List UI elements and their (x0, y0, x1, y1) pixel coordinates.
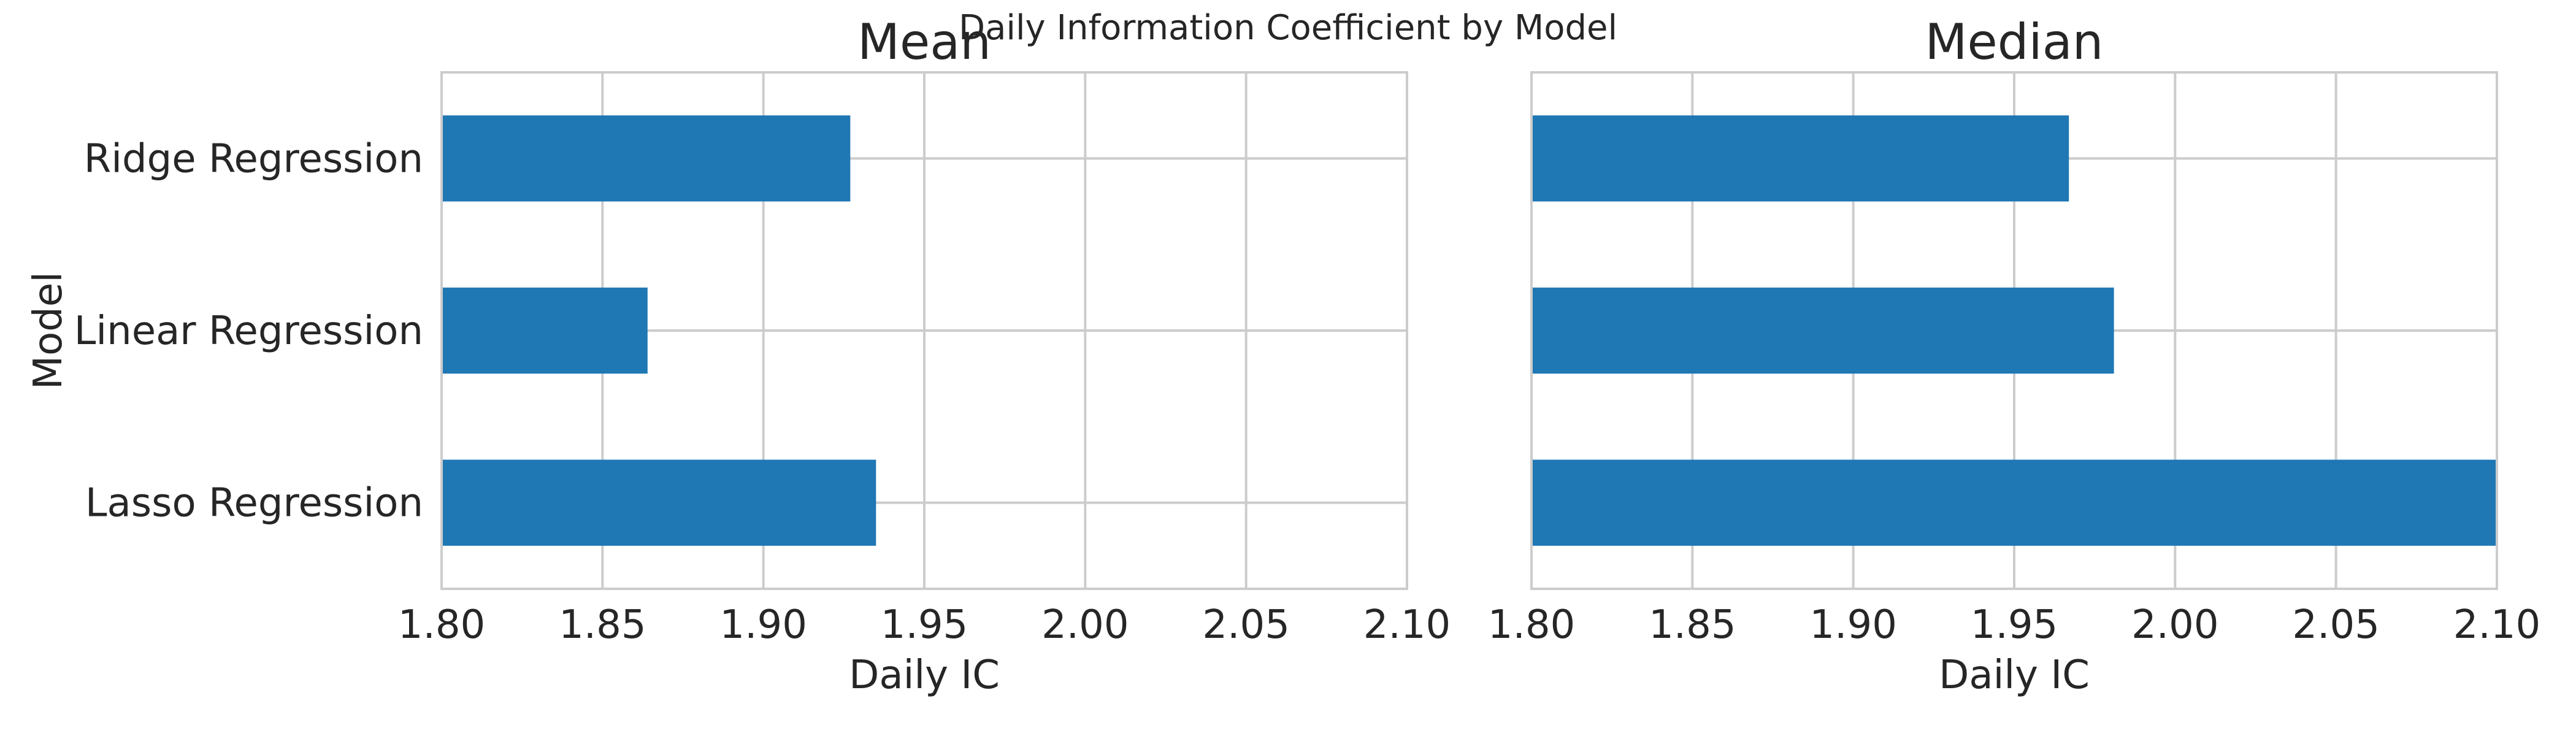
x-tick-label: 2.05 (1202, 602, 1290, 648)
y-tick-label: Lasso Regression (85, 481, 423, 526)
y-axis-label: Model (26, 272, 71, 389)
bar (1531, 459, 2497, 546)
subplot-title: Median (1925, 13, 2104, 71)
y-tick-label: Ridge Regression (84, 136, 423, 182)
bar (442, 287, 648, 374)
x-tick-label: 2.00 (1041, 602, 1129, 648)
x-tick-label: 1.80 (1488, 602, 1576, 648)
x-axis-label: Daily IC (849, 653, 1000, 698)
x-tick-label: 1.80 (398, 602, 486, 648)
x-tick-label: 1.95 (1971, 602, 2058, 648)
bar (1531, 115, 2069, 202)
bar (442, 459, 876, 546)
subplot-title: Mean (857, 13, 991, 71)
x-tick-label: 2.10 (1363, 602, 1451, 648)
chart-panel-2: 1.80 1.85 1.90 1.95 2.00 2.05 2.10 Median Daily … (1488, 13, 2541, 698)
x-axis-label: Daily IC (1939, 653, 2090, 698)
plot-area-frame (1530, 71, 2498, 590)
bar (1531, 287, 2114, 374)
x-tick-label: 1.95 (881, 602, 968, 648)
x-tick-label: 2.05 (2292, 602, 2380, 648)
x-tick-label: 1.85 (559, 602, 646, 648)
y-tick-label: Linear Regression (74, 309, 423, 354)
x-tick-label: 2.00 (2131, 602, 2219, 648)
x-tick-label: 1.85 (1649, 602, 1736, 648)
plot-area-frame (440, 71, 1408, 590)
bar (442, 115, 851, 202)
x-tick-label: 1.90 (1809, 602, 1897, 648)
chart-panel-1: 1.80 1.85 1.90 1.95 2.00 2.05 2.10 Ridge Regres… (26, 13, 1451, 698)
x-tick-label: 2.10 (2453, 602, 2541, 648)
x-tick-label: 1.90 (719, 602, 807, 648)
figure-title: Daily Information Coefficient by Model (959, 8, 1617, 48)
